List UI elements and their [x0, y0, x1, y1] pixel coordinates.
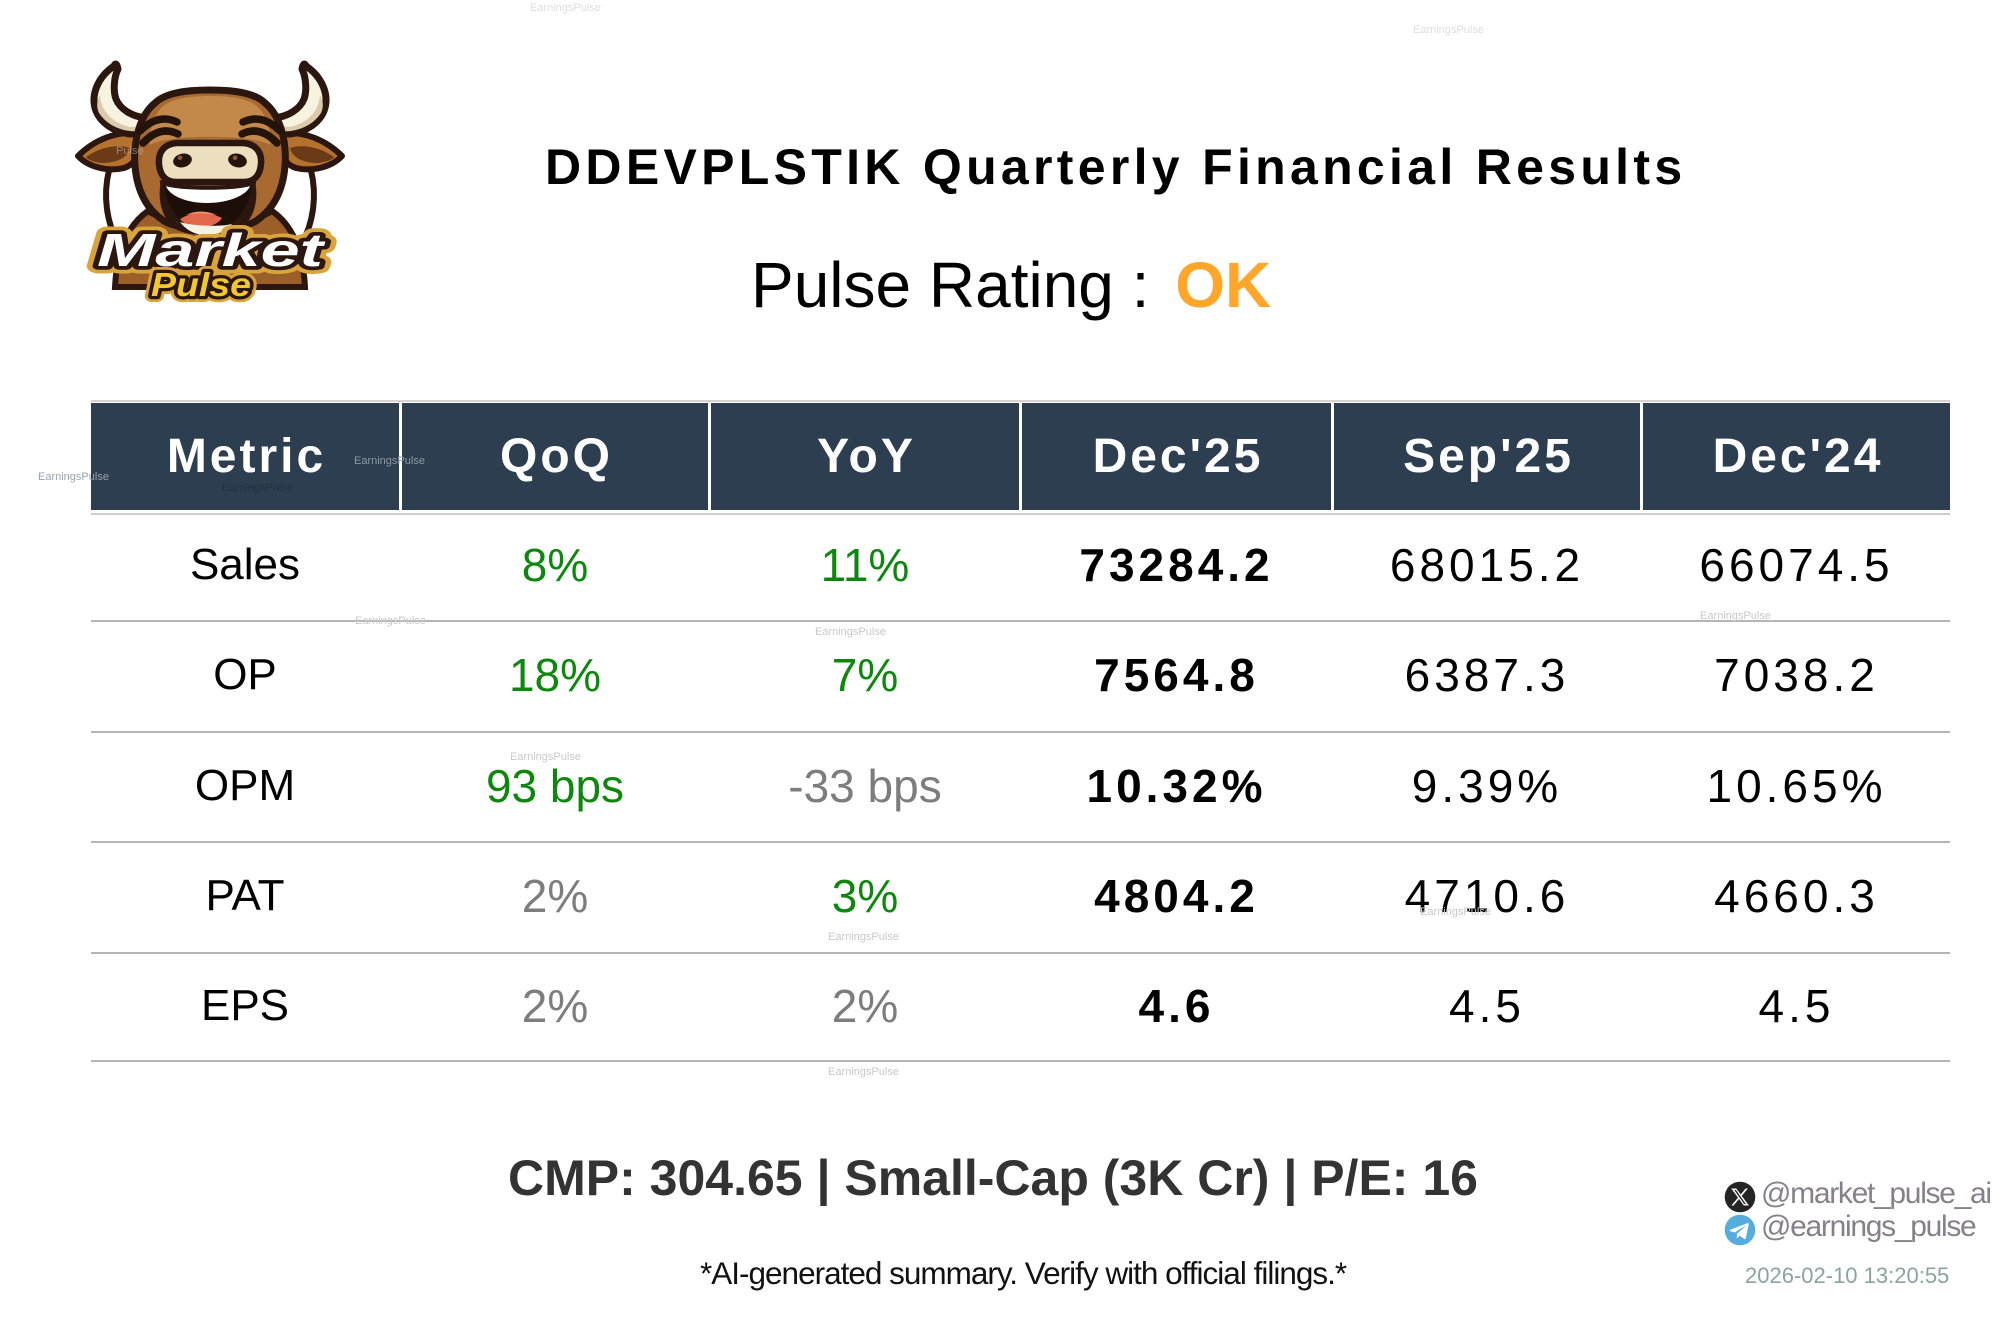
svg-text:Market: Market	[97, 224, 326, 276]
svg-text:Pulse: Pulse	[151, 266, 251, 303]
svg-text:Market: Market	[97, 224, 326, 276]
svg-text:Pulse: Pulse	[151, 266, 251, 303]
